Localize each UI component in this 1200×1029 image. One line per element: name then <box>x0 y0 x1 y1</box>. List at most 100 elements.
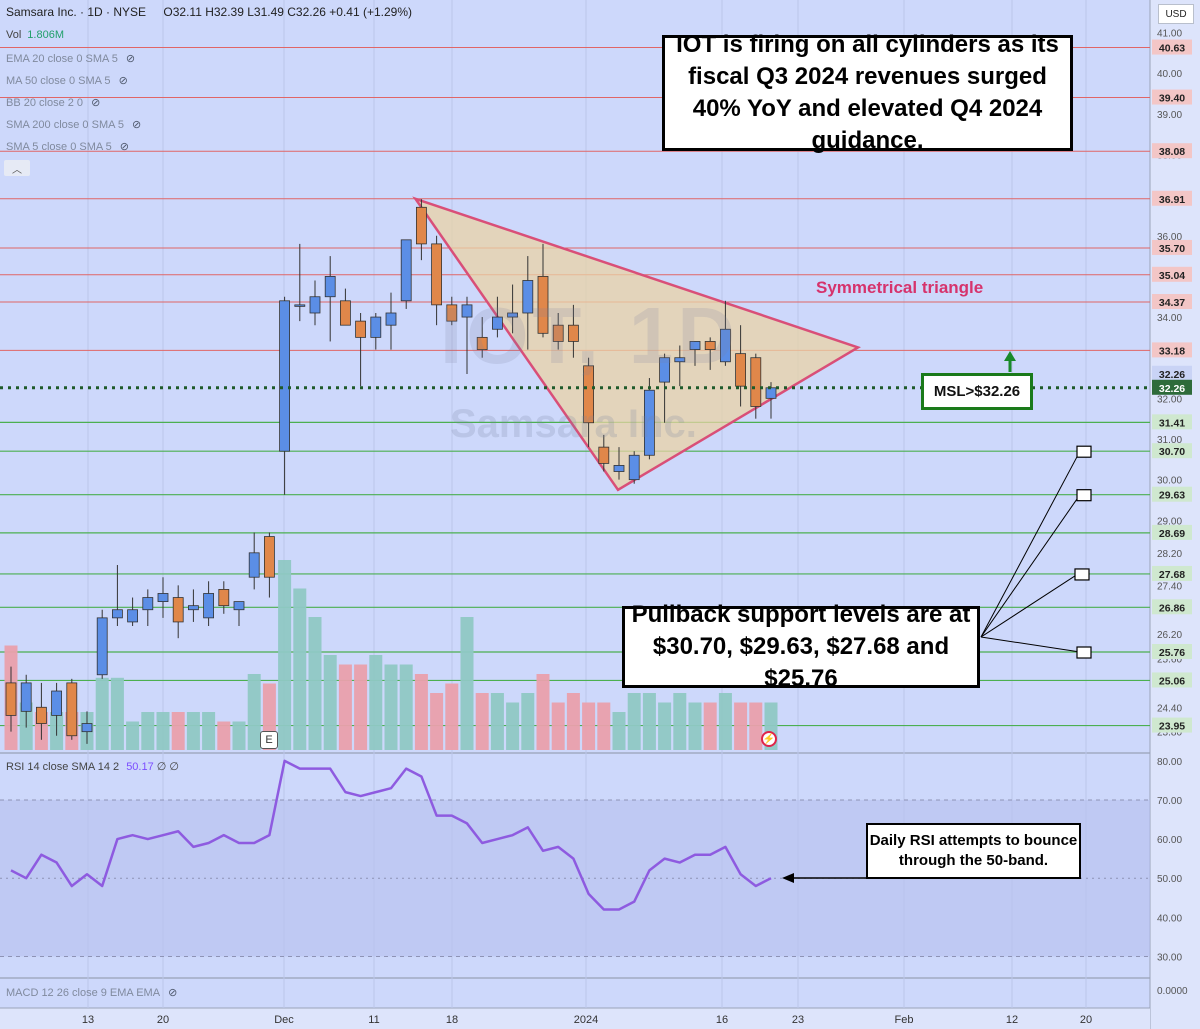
candle-body <box>36 706 47 724</box>
price-tag-label: 32.26 <box>1159 369 1185 381</box>
msl-arrow <box>1004 351 1016 361</box>
candle-body <box>157 593 169 603</box>
volume-bar <box>202 712 216 750</box>
price-tag-label: 25.76 <box>1159 647 1185 659</box>
volume-bar <box>110 677 124 750</box>
price-tag-label: 36.91 <box>1159 194 1185 206</box>
rsi-tick-label: 40.00 <box>1157 913 1182 924</box>
volume-bar <box>186 712 200 750</box>
volume-bar <box>582 702 596 750</box>
candle-body <box>461 304 473 318</box>
pointer-line <box>980 450 1081 638</box>
candle-body <box>112 609 123 619</box>
pointer-box <box>1074 568 1090 581</box>
volume-bar <box>642 693 656 750</box>
price-scale <box>1150 0 1200 1029</box>
pointer-box <box>1076 489 1092 502</box>
volume-bar <box>217 721 231 750</box>
indicator-legend-sma200[interactable]: SMA 200 close 0 SMA 5 ⊘ <box>6 119 142 131</box>
pointer-box <box>1076 646 1092 659</box>
collapse-icon[interactable]: ︿ <box>4 160 30 176</box>
price-tag <box>1152 443 1192 459</box>
price-tag <box>1152 644 1192 660</box>
price-tag <box>1152 379 1192 395</box>
candle-body <box>628 454 640 481</box>
indicator-legend-ma50[interactable]: MA 50 close 0 SMA 5 ⊘ <box>6 75 128 87</box>
rsi-tick-label: 30.00 <box>1157 952 1182 963</box>
candle-body <box>248 552 260 578</box>
x-tick-label: 18 <box>446 1014 458 1026</box>
volume-bar <box>445 683 459 750</box>
y-tick-label: 40.00 <box>1157 69 1182 80</box>
volume-legend[interactable]: Vol 1.806M <box>6 29 64 41</box>
price-tag-label: 31.41 <box>1159 417 1185 429</box>
eye-off-icon[interactable]: ⊘ <box>118 75 128 87</box>
price-tag <box>1152 190 1192 206</box>
price-tag-label: 26.86 <box>1159 602 1185 614</box>
currency-selector[interactable]: USD <box>1158 4 1194 24</box>
y-tick-label: 24.40 <box>1157 703 1182 714</box>
macd-tick-label: 0.0000 <box>1157 986 1188 997</box>
symbol-title[interactable]: Samsara Inc. · 1D · NYSE <box>6 5 147 19</box>
volume-bar <box>156 712 170 750</box>
volume-bar <box>597 702 611 750</box>
earnings-icon[interactable]: E <box>260 731 278 749</box>
price-tag <box>1152 294 1192 310</box>
eye-off-icon[interactable]: ⊘ <box>125 53 136 65</box>
note-fundamentals: IOT is firing on all cylinders as its fi… <box>662 31 1073 154</box>
eye-off-icon[interactable]: ⊘ <box>119 141 129 153</box>
price-tag <box>1152 365 1192 381</box>
volume-bar <box>232 721 246 750</box>
volume-bar <box>521 693 535 750</box>
pointer-line <box>980 494 1081 638</box>
candle-body <box>720 328 731 363</box>
volume-bar <box>734 702 748 750</box>
candle-body <box>415 206 427 245</box>
candle-body <box>491 316 503 330</box>
candle-body <box>187 605 199 611</box>
rsi-legend[interactable]: RSI 14 close SMA 14 2 50.17 ∅ ∅ <box>6 760 179 773</box>
eye-off-icon[interactable]: ⊘ <box>91 97 101 109</box>
candle-body <box>598 446 610 464</box>
candle-body <box>142 597 154 611</box>
candle-body <box>339 300 351 326</box>
volume-bar <box>308 617 322 750</box>
indicator-legend-ema20[interactable]: EMA 20 close 0 SMA 5 ⊘ <box>6 53 136 65</box>
candle-body <box>355 320 367 338</box>
candle-body <box>476 336 488 350</box>
x-tick-label: Feb <box>895 1014 914 1026</box>
price-tag <box>1152 39 1192 55</box>
candle-body <box>96 617 108 676</box>
candle-body <box>263 536 275 578</box>
price-tag <box>1152 143 1192 159</box>
candle-body <box>279 300 291 452</box>
candle-body <box>689 341 701 350</box>
note-rsi: Daily RSI attempts to bounce through the… <box>866 823 1081 879</box>
indicator-legend-bb20[interactable]: BB 20 close 2 0 ⊘ <box>6 97 101 109</box>
volume-bar <box>536 674 550 750</box>
ohlc-values: O32.11 H32.39 L31.49 C32.26 +0.41 (+1.29… <box>163 5 413 19</box>
x-tick-label: 11 <box>368 1014 379 1026</box>
indicator-legend-sma5[interactable]: SMA 5 close 0 SMA 5 ⊘ <box>6 141 129 153</box>
volume-bar <box>430 693 444 750</box>
volume-bar <box>673 693 687 750</box>
y-tick-label: 32.00 <box>1157 394 1182 405</box>
symbol-header[interactable]: Samsara Inc. · 1D · NYSE O32.11 H32.39 L… <box>6 5 412 19</box>
pointer-line <box>980 573 1079 638</box>
watermark-name: Samsara Inc. <box>450 402 697 446</box>
candle-body <box>324 276 336 298</box>
note-support-levels: Pullback support levels are at $30.70, $… <box>622 601 980 692</box>
candle-body <box>218 589 230 607</box>
flash-icon[interactable]: ⚡ <box>761 731 777 747</box>
eye-off-icon[interactable]: ⊘ <box>132 119 142 131</box>
y-tick-label: 30.00 <box>1157 476 1182 487</box>
volume-bar <box>95 677 109 750</box>
macd-legend[interactable]: MACD 12 26 close 9 EMA EMA ⊘ <box>6 986 177 999</box>
rsi-tick-label: 80.00 <box>1157 757 1182 768</box>
price-tag <box>1152 717 1192 733</box>
x-tick-label: Dec <box>274 1014 294 1026</box>
eye-off-icon[interactable]: ⊘ <box>168 987 178 999</box>
candle-body <box>309 296 321 314</box>
y-tick-label: 29.00 <box>1157 516 1182 527</box>
macd-label: MACD 12 26 close 9 EMA EMA <box>6 987 161 999</box>
